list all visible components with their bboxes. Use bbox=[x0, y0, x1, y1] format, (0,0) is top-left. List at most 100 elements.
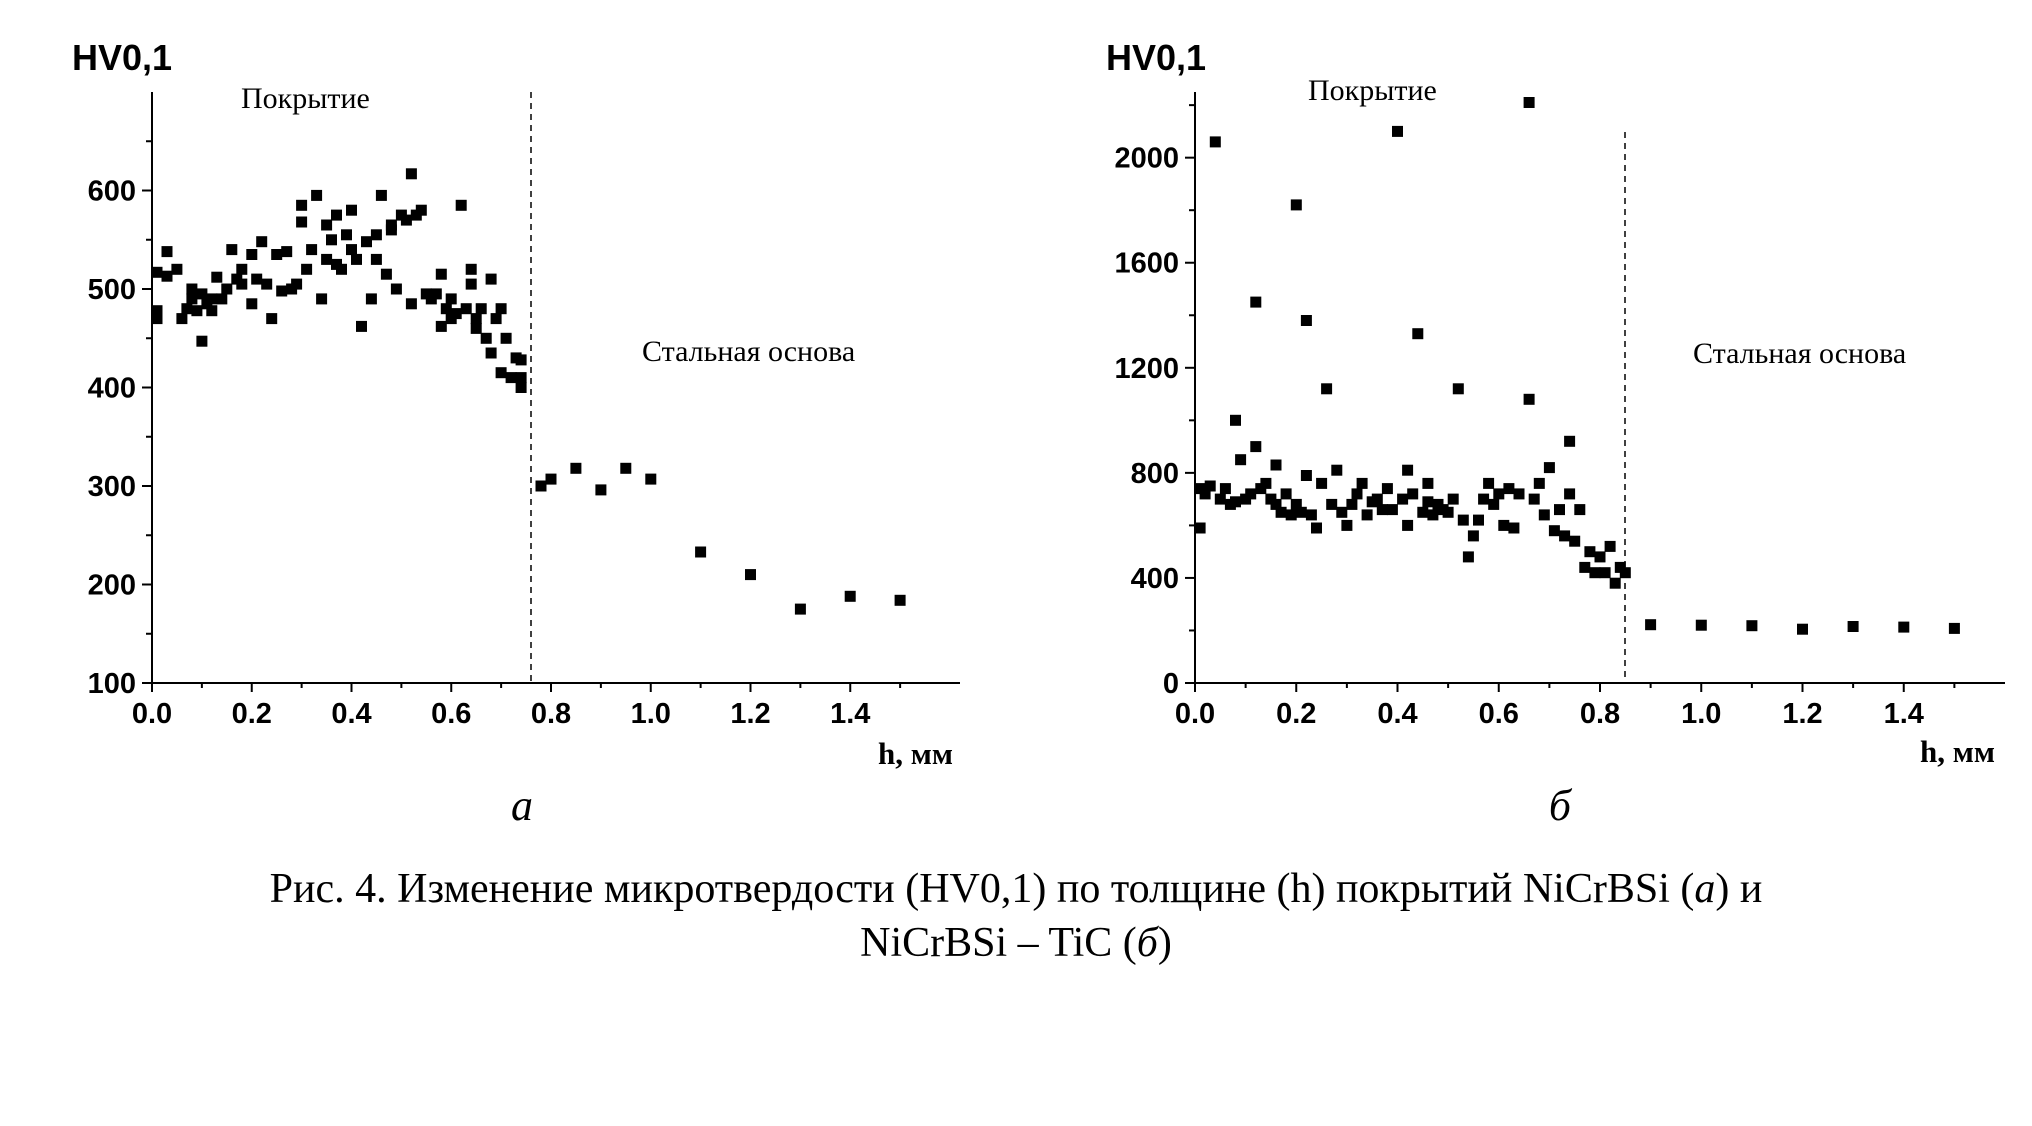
data-point bbox=[515, 382, 527, 393]
data-point bbox=[221, 283, 233, 295]
y-tick-label: 800 bbox=[1131, 458, 1179, 490]
data-point bbox=[620, 462, 632, 474]
data-point bbox=[385, 224, 397, 236]
data-point bbox=[1331, 464, 1343, 476]
data-point bbox=[1386, 504, 1398, 516]
data-point bbox=[271, 249, 283, 260]
data-point bbox=[1250, 441, 1262, 453]
x-tick-label: 0.6 bbox=[1479, 698, 1519, 730]
data-point bbox=[341, 229, 352, 241]
data-point bbox=[1847, 621, 1859, 632]
data-point bbox=[1402, 519, 1414, 531]
data-point bbox=[1442, 506, 1454, 518]
data-point bbox=[475, 303, 487, 315]
data-point bbox=[196, 335, 208, 347]
data-point bbox=[1285, 509, 1297, 521]
data-point bbox=[251, 273, 263, 285]
data-point bbox=[1554, 504, 1565, 516]
data-point bbox=[1948, 622, 1960, 634]
data-point bbox=[500, 332, 512, 344]
data-point bbox=[1219, 483, 1231, 495]
data-point bbox=[485, 273, 497, 285]
data-point bbox=[794, 603, 806, 615]
data-point bbox=[296, 199, 308, 211]
data-point bbox=[1346, 498, 1358, 510]
caption-line-1-text: Рис. 4. Изменение микротвердости (HV0,1)… bbox=[269, 866, 1695, 912]
data-point bbox=[1361, 509, 1373, 521]
data-point bbox=[505, 372, 517, 384]
data-point bbox=[415, 204, 427, 216]
data-point bbox=[291, 278, 303, 290]
x-tick-label: 1.4 bbox=[1884, 698, 1924, 730]
data-point bbox=[266, 313, 278, 325]
data-point bbox=[1746, 620, 1758, 632]
data-point bbox=[1589, 567, 1601, 579]
region-label-coating-b: Покрытие bbox=[1308, 74, 1437, 107]
y-tick-label: 100 bbox=[88, 668, 136, 700]
chart-a: HV0,1 Покрытие Стальная основа h, мм а 0… bbox=[72, 37, 960, 830]
data-point bbox=[495, 367, 507, 379]
data-point bbox=[430, 288, 442, 300]
x-tick-label: 1.2 bbox=[730, 698, 770, 730]
data-point bbox=[1574, 504, 1586, 516]
data-point bbox=[1599, 567, 1611, 579]
data-point bbox=[545, 473, 557, 485]
data-point bbox=[465, 278, 477, 290]
x-tick-label: 0.2 bbox=[1276, 698, 1316, 730]
data-point bbox=[455, 199, 467, 211]
data-point bbox=[1230, 414, 1241, 426]
data-point bbox=[1270, 498, 1282, 510]
data-point bbox=[1305, 509, 1317, 521]
data-point bbox=[1336, 506, 1348, 518]
data-point bbox=[1478, 493, 1490, 505]
data-point bbox=[196, 288, 208, 300]
data-point bbox=[1209, 136, 1221, 148]
data-point bbox=[435, 268, 447, 280]
data-point bbox=[1569, 535, 1581, 547]
data-point bbox=[151, 313, 163, 325]
x-tick-label: 0.2 bbox=[232, 698, 272, 730]
data-point bbox=[151, 305, 163, 317]
data-point bbox=[1559, 530, 1571, 542]
data-point bbox=[460, 303, 472, 315]
data-point bbox=[311, 189, 323, 201]
y-tick-label: 0 bbox=[1163, 668, 1179, 700]
data-point bbox=[1250, 296, 1262, 308]
data-point bbox=[370, 253, 382, 265]
data-point bbox=[440, 303, 452, 315]
data-point bbox=[1467, 530, 1479, 542]
data-point bbox=[465, 263, 477, 275]
data-point bbox=[1295, 506, 1307, 518]
x-tick-label: 0.8 bbox=[1580, 698, 1620, 730]
data-point bbox=[151, 266, 163, 278]
data-point bbox=[375, 189, 387, 201]
region-label-substrate-b: Стальная основа bbox=[1693, 337, 1906, 370]
data-point bbox=[1584, 546, 1596, 558]
x-axis-label-a: h, мм bbox=[878, 736, 953, 771]
data-point bbox=[515, 372, 527, 384]
data-point bbox=[336, 263, 347, 275]
data-point bbox=[1462, 551, 1474, 563]
panel-label-a: а bbox=[511, 781, 533, 830]
data-point bbox=[1417, 506, 1429, 518]
data-point bbox=[1457, 514, 1469, 526]
y-tick-label: 2000 bbox=[1114, 143, 1179, 175]
data-point bbox=[365, 293, 377, 305]
data-point bbox=[400, 214, 412, 226]
data-point bbox=[321, 219, 333, 231]
data-point bbox=[1898, 621, 1910, 633]
y-tick-label: 500 bbox=[88, 274, 136, 306]
data-point bbox=[1543, 462, 1555, 474]
data-point bbox=[161, 270, 173, 282]
data-point bbox=[1645, 619, 1657, 631]
data-point bbox=[1371, 493, 1383, 505]
figure-caption: Рис. 4. Изменение микротвердости (HV0,1)… bbox=[0, 862, 2032, 970]
caption-panel-b-ref: б bbox=[1136, 920, 1158, 966]
data-point bbox=[1381, 483, 1393, 495]
y-tick-label: 1200 bbox=[1114, 353, 1179, 385]
data-point bbox=[445, 293, 457, 305]
data-point bbox=[1594, 551, 1606, 563]
data-point bbox=[450, 308, 462, 320]
data-point bbox=[346, 204, 357, 216]
x-tick-label: 0.8 bbox=[531, 698, 571, 730]
